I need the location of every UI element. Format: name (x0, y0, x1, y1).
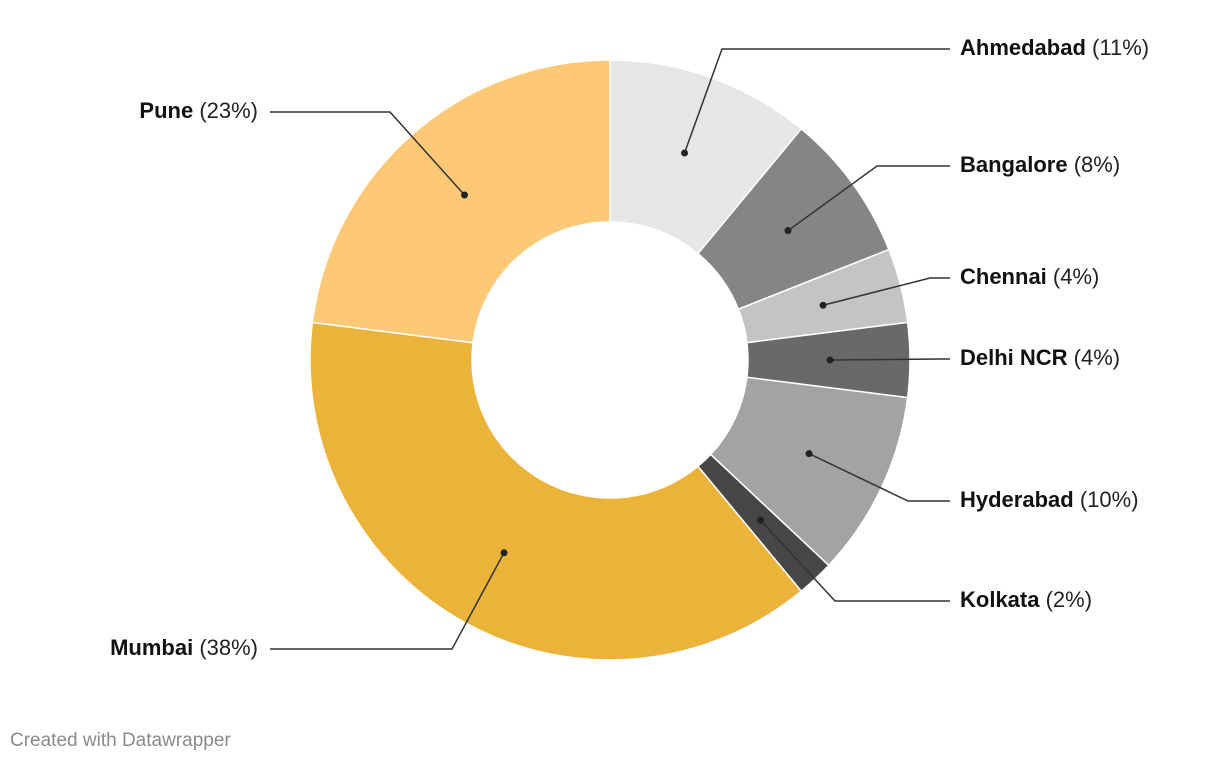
label-name-delhi-ncr: Delhi NCR (960, 345, 1068, 370)
leader-line-ahmedabad (683, 48, 950, 154)
leader-dot-kolkata (757, 516, 765, 524)
label-mumbai: Mumbai (38%) (110, 635, 258, 660)
leader-dot-bangalore (784, 227, 792, 235)
label-hyderabad: Hyderabad (10%) (960, 487, 1139, 512)
label-name-bangalore: Bangalore (960, 152, 1068, 177)
leader-dot-ahmedabad (681, 149, 689, 157)
label-value-chennai: (4%) (1047, 264, 1100, 289)
slice-ahmedabad (609, 59, 803, 255)
label-delhi-ncr: Delhi NCR (4%) (960, 345, 1120, 370)
label-value-mumbai: (38%) (193, 635, 258, 660)
slice-pune (311, 59, 611, 344)
leader-line-chennai (822, 277, 950, 307)
label-value-delhi-ncr: (4%) (1068, 345, 1121, 370)
label-value-bangalore: (8%) (1068, 152, 1121, 177)
label-kolkata: Kolkata (2%) (960, 587, 1092, 612)
label-name-chennai: Chennai (960, 264, 1047, 289)
leader-line-hyderabad (808, 452, 950, 502)
leader-line-mumbai (270, 552, 505, 650)
leader-line-kolkata (760, 519, 950, 602)
leader-dot-delhi-ncr (826, 356, 834, 364)
donut-slices (309, 59, 911, 661)
leader-dot-chennai (819, 301, 827, 309)
label-ahmedabad: Ahmedabad (11%) (960, 35, 1149, 60)
leader-line-pune (270, 111, 466, 196)
leader-dot-mumbai (500, 549, 508, 557)
label-value-kolkata: (2%) (1039, 587, 1092, 612)
label-bangalore: Bangalore (8%) (960, 152, 1120, 177)
label-name-ahmedabad: Ahmedabad (960, 35, 1086, 60)
leader-dot-pune (461, 191, 469, 199)
datawrapper-credit: Created with Datawrapper (10, 730, 231, 751)
slice-labels: Ahmedabad (11%) Bangalore (8%) Chennai (4%… (110, 35, 1149, 660)
leader-line-delhi-ncr (829, 358, 950, 361)
label-pune: Pune (23%) (139, 98, 258, 123)
label-name-hyderabad: Hyderabad (960, 487, 1074, 512)
leader-lines (270, 48, 950, 650)
leader-line-bangalore (787, 165, 950, 232)
label-value-hyderabad: (10%) (1074, 487, 1139, 512)
label-value-pune: (23%) (193, 98, 258, 123)
leader-dot-hyderabad (805, 450, 813, 458)
label-name-mumbai: Mumbai (110, 635, 193, 660)
slice-hyderabad (709, 376, 909, 567)
label-chennai: Chennai (4%) (960, 264, 1099, 289)
slice-mumbai (309, 321, 803, 661)
label-name-pune: Pune (139, 98, 193, 123)
label-name-kolkata: Kolkata (960, 587, 1040, 612)
label-value-ahmedabad: (11%) (1086, 35, 1149, 60)
